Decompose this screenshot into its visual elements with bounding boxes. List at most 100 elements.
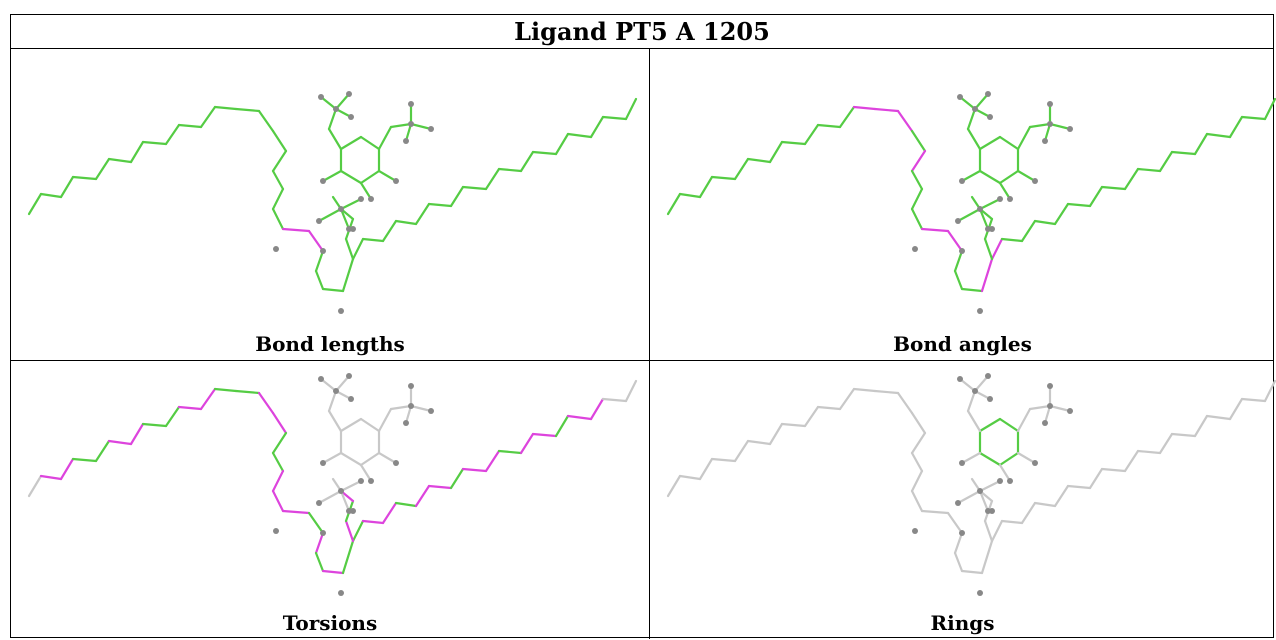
bond <box>1193 414 1209 438</box>
bond <box>141 422 168 428</box>
bond <box>1193 132 1209 156</box>
bond <box>1088 185 1104 208</box>
bond <box>956 489 982 505</box>
bond <box>27 192 43 216</box>
bond <box>339 207 351 231</box>
bond <box>394 501 418 508</box>
bond <box>94 157 111 181</box>
bond <box>838 387 856 411</box>
bond <box>314 269 325 291</box>
bond <box>980 539 994 575</box>
atom <box>393 460 399 466</box>
bond <box>164 123 181 146</box>
bond <box>978 207 990 231</box>
bond <box>953 269 964 291</box>
atom <box>1047 403 1053 409</box>
bond <box>319 95 338 111</box>
table-title: Ligand PT5 A 1205 <box>11 15 1273 49</box>
bond <box>531 432 558 438</box>
bond <box>624 97 638 121</box>
bond <box>983 237 994 261</box>
bond <box>381 219 398 243</box>
bond <box>389 122 413 129</box>
atom <box>408 101 414 107</box>
atom <box>985 373 991 379</box>
bond <box>1100 467 1127 473</box>
atom <box>338 590 344 596</box>
bond <box>334 92 351 111</box>
bond <box>59 457 75 481</box>
bond <box>960 287 984 293</box>
atom <box>273 528 279 534</box>
bond <box>698 175 714 199</box>
bond <box>1066 484 1092 490</box>
ligand-diagram-rings <box>666 373 1276 596</box>
bond <box>107 439 133 446</box>
bond <box>427 202 453 208</box>
bond <box>946 229 964 253</box>
atom <box>403 138 409 144</box>
bond <box>1088 467 1104 490</box>
bond <box>271 431 288 455</box>
atom <box>1042 420 1048 426</box>
panel-bond-angles: Bond angles <box>650 49 1276 360</box>
bond <box>1033 219 1057 226</box>
bond <box>816 123 842 129</box>
atom <box>1032 460 1038 466</box>
bond <box>910 431 927 455</box>
bond <box>307 511 325 535</box>
atom <box>393 178 399 184</box>
bond <box>39 474 63 481</box>
bond <box>1136 167 1162 173</box>
bond <box>698 457 714 481</box>
atom <box>977 206 983 212</box>
bond <box>946 511 964 535</box>
bond <box>361 519 385 525</box>
bond <box>1170 432 1197 438</box>
atom <box>987 114 993 120</box>
bond <box>1020 219 1037 243</box>
panel-caption: Torsions <box>282 611 378 635</box>
bond <box>1205 132 1232 139</box>
bond <box>339 417 363 433</box>
bond <box>554 414 570 438</box>
bond <box>271 149 288 173</box>
bond <box>1033 501 1057 508</box>
bond <box>998 463 1012 483</box>
bond <box>978 197 1002 211</box>
bond <box>910 489 924 513</box>
bond <box>359 181 373 201</box>
bond <box>958 95 977 111</box>
bond <box>733 157 750 181</box>
bond <box>910 207 924 231</box>
bond <box>129 422 145 446</box>
bond <box>257 109 275 133</box>
bond <box>1170 150 1197 156</box>
atom <box>955 218 961 224</box>
bond <box>1158 150 1174 173</box>
bond <box>960 169 982 183</box>
bond <box>519 432 535 455</box>
bond <box>768 422 784 446</box>
bond <box>1263 379 1276 403</box>
bond <box>27 474 43 498</box>
panel-caption: Bond angles <box>893 332 1032 356</box>
bond <box>960 569 984 575</box>
bond <box>271 207 285 231</box>
atom <box>1042 138 1048 144</box>
bond <box>321 451 343 465</box>
atom <box>977 488 983 494</box>
bond <box>361 237 385 243</box>
bond <box>177 405 203 411</box>
bond <box>341 539 355 575</box>
bond <box>519 150 535 173</box>
bond <box>1240 397 1267 403</box>
bond <box>960 451 982 465</box>
bond <box>327 127 343 151</box>
bond <box>271 489 285 513</box>
atom <box>338 206 344 212</box>
bond <box>1028 122 1052 129</box>
bond <box>1240 115 1267 121</box>
bond <box>1158 432 1174 455</box>
bond <box>998 451 1020 467</box>
